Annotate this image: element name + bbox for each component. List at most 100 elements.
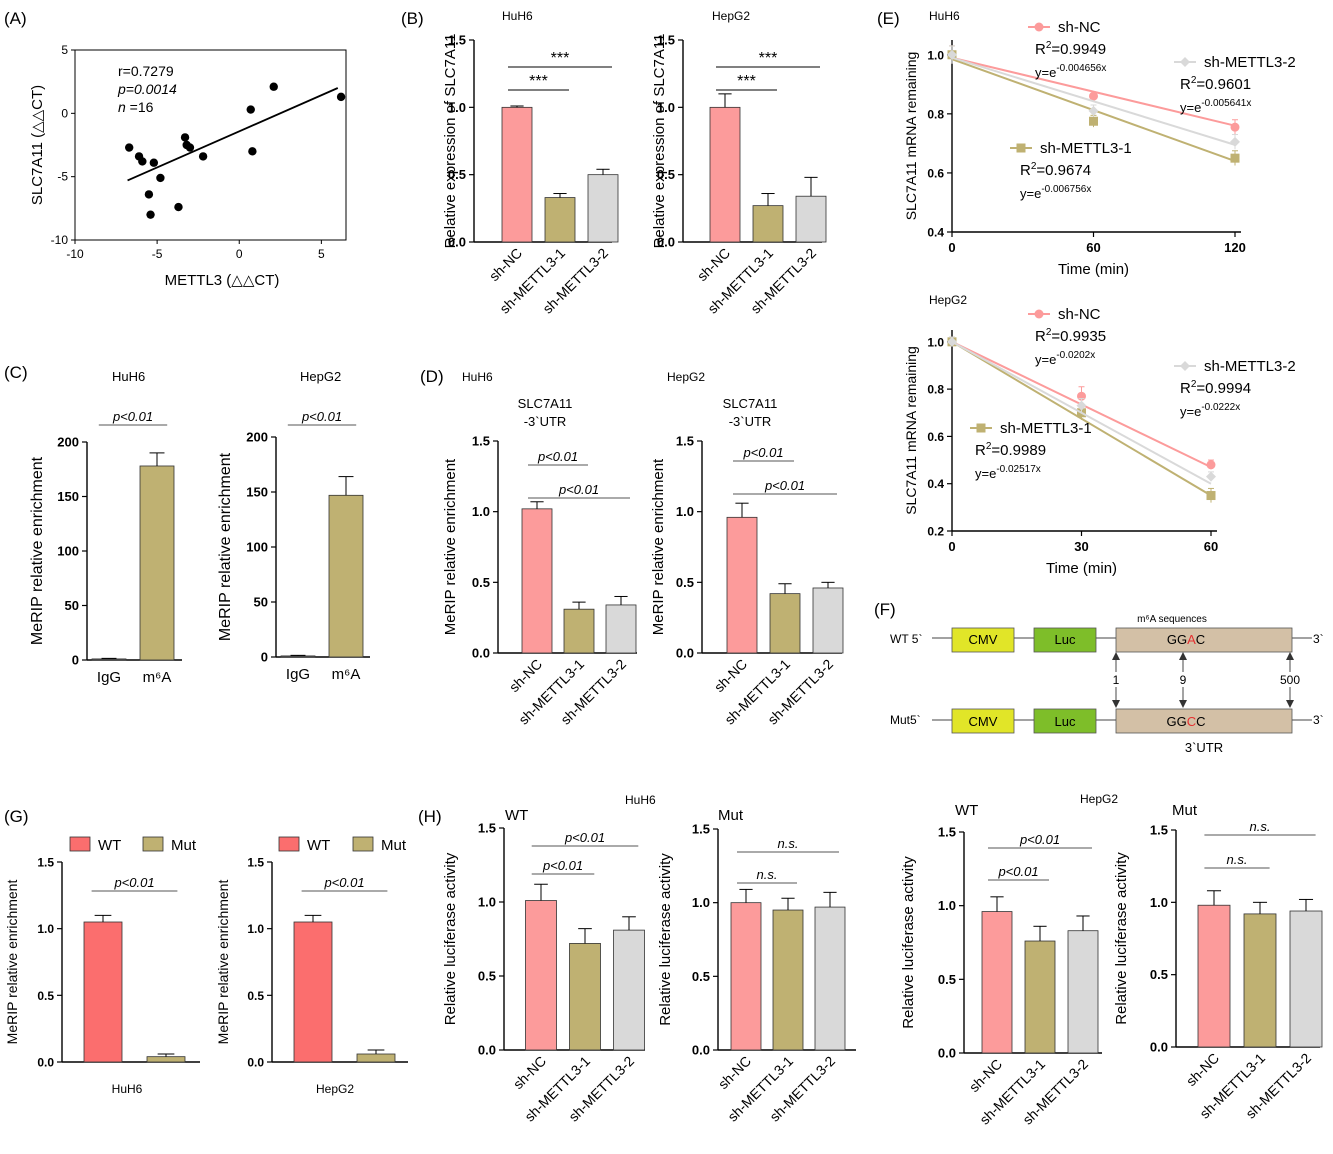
y-tick-label: 0.0 <box>448 235 466 250</box>
significance-label: p<0.01 <box>742 445 783 460</box>
legend-label-mut: Mut <box>171 837 197 854</box>
y-axis-label: MeRIP relative enrichment <box>4 880 20 1045</box>
arrow-head-500-up <box>1286 652 1294 660</box>
arrow-head-9-down <box>1179 700 1187 708</box>
legend-marker <box>1034 22 1044 32</box>
x-axis-label: HuH6 <box>112 1082 143 1096</box>
mut-luc-label: Luc <box>1055 714 1076 729</box>
significance-label: *** <box>551 50 570 67</box>
data-point <box>180 133 190 142</box>
significance-label: p<0.01 <box>764 478 805 493</box>
chart-d-hepg2: 0.0 0.5 1.0 1.5 MeRIP relative enrichment sh-… <box>650 434 844 728</box>
y-tick-label: 0.4 <box>927 226 944 240</box>
y-tick-label: 0 <box>61 106 68 120</box>
bar-sh-nc <box>1197 904 1231 1048</box>
category-label: sh-NC <box>486 245 525 284</box>
header-h-huh6: HuH6 <box>625 793 656 807</box>
wt-luc-box <box>1033 627 1097 653</box>
y-axis-label: Relative expression of SLC7A11 <box>442 34 459 249</box>
mut-seq-right: C <box>1196 714 1205 729</box>
chart-c-hepg2: 0 50 100 150 200 MeRIP relative enrichment IgG… <box>217 409 370 683</box>
y-axis-label: Relative luciferase activity <box>900 856 917 1029</box>
y-axis-label: MeRIP relative enrichment <box>217 452 234 641</box>
y-tick-label: 1.5 <box>448 33 466 48</box>
data-point <box>138 157 147 166</box>
legend-swatch-mut <box>142 836 164 852</box>
y-tick-label: 150 <box>246 485 268 500</box>
significance-label: n.s. <box>1250 819 1271 834</box>
y-tick-label: 0.5 <box>448 167 466 182</box>
category-label: IgG <box>286 666 310 683</box>
bar-sh-mettl3-2 <box>814 906 846 1051</box>
y-tick-label: 100 <box>57 544 79 559</box>
legend-label: sh-METTL3-2 <box>1204 54 1296 71</box>
x-tick-label: -10 <box>66 247 84 261</box>
mut-cmv-label: CMV <box>969 714 998 729</box>
data-point <box>156 173 165 183</box>
y-tick-label: 0.6 <box>927 430 944 444</box>
bar-sh-nc <box>709 106 741 243</box>
y-tick-label: 0.5 <box>692 969 710 984</box>
panel-letter-g: (G) <box>4 807 29 826</box>
region-label-d1-line2: -3`UTR <box>524 414 567 429</box>
bar-sh-nc <box>730 902 762 1051</box>
wt-seq-right: C <box>1196 632 1205 647</box>
significance-label: p<0.01 <box>537 449 578 464</box>
bar-wt <box>83 921 123 1063</box>
wt-luc-label: Luc <box>1055 632 1076 647</box>
fit-line <box>951 56 1236 146</box>
regression-line <box>127 87 339 182</box>
y-tick-label: 0.5 <box>472 575 490 590</box>
m6a-header: m⁶A sequences <box>1137 614 1207 625</box>
wt-prefix: WT 5` <box>890 632 922 646</box>
y-tick-label: 0.6 <box>927 166 944 180</box>
legend-marker <box>1180 361 1190 371</box>
equation: y=e-0.006756x <box>1020 184 1091 201</box>
chart-g-huh6: 0.0 0.5 1.0 1.5 MeRIP relative enrichment p<0… <box>4 836 200 1096</box>
y-tick-label: 50 <box>254 595 268 610</box>
header-e-hepg2: HepG2 <box>929 293 967 307</box>
equation: y=e-0.0222x <box>1180 402 1240 419</box>
y-axis-label: SLC7A11 (△△CT) <box>29 85 46 205</box>
y-tick-label: 1.0 <box>37 922 54 936</box>
y-tick-label: 1.0 <box>938 898 956 913</box>
significance-label: p<0.01 <box>542 858 583 873</box>
chart-g-hepg2: 0.0 0.5 1.0 1.5 MeRIP relative enrichment p<0… <box>215 836 408 1096</box>
y-tick-label: 1.5 <box>472 434 490 449</box>
header-b-hepg2: HepG2 <box>712 9 750 23</box>
header-e-huh6: HuH6 <box>929 9 960 23</box>
mut-prefix: Mut5` <box>890 713 921 727</box>
y-axis-label: MeRIP relative enrichment <box>442 458 459 635</box>
x-tick-label: 5 <box>318 247 325 261</box>
chart-e-huh6: 0.4 0.6 0.8 1.0 0 60 120 Time (min) SLC7A11 mRNA… <box>903 19 1296 278</box>
point-sh-mettl3-1 <box>1089 116 1098 126</box>
arrow-head-9-up <box>1179 652 1187 660</box>
legend-label: sh-METTL3-1 <box>1000 420 1092 437</box>
y-tick-label: 1.0 <box>1150 895 1168 910</box>
r-squared: R2=0.9674 <box>1020 161 1091 179</box>
y-tick-label: -5 <box>57 170 68 184</box>
y-tick-label: 200 <box>57 435 79 450</box>
label-h-wt-2: WT <box>955 802 978 819</box>
bar-igg <box>280 655 316 658</box>
y-tick-label: 0.0 <box>478 1043 496 1058</box>
point-sh-mettl3-2 <box>1230 136 1240 147</box>
y-tick-label: 1.0 <box>927 48 944 62</box>
y-tick-label: 1.0 <box>692 895 710 910</box>
chart-e-hepg2: 0.2 0.4 0.6 0.8 1.0 0 30 60 Time (min) SLC7A11 mR… <box>903 306 1296 577</box>
data-point <box>174 202 183 212</box>
chart-h-huh6-wt: 0.0 0.5 1.0 1.5 Relative luciferase activity… <box>442 821 645 1125</box>
data-point <box>198 152 208 161</box>
point-sh-nc <box>1089 91 1098 101</box>
equation: y=e-0.005641x <box>1180 98 1251 115</box>
plot-frame <box>74 49 347 241</box>
data-point <box>246 105 255 114</box>
point-sh-mettl3-2 <box>947 336 957 347</box>
significance-label: p<0.01 <box>1019 832 1060 847</box>
y-tick-label: 0.2 <box>927 525 944 539</box>
legend-label: sh-METTL3-1 <box>1040 140 1132 157</box>
mut-luc-box <box>1033 708 1097 734</box>
data-point <box>144 190 154 199</box>
legend-label-wt: WT <box>307 837 330 854</box>
bar-sh-mettl3-2 <box>605 604 637 654</box>
